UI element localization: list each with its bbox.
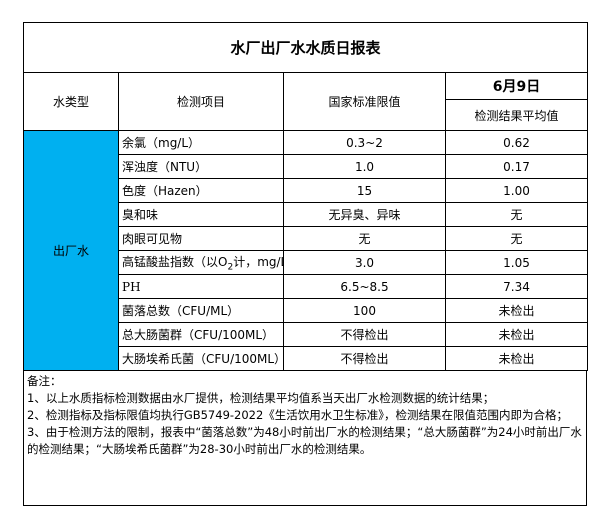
- result-cell: 无: [444, 202, 589, 227]
- table-row: 肉眼可见物 无 无: [24, 226, 589, 251]
- standard-cell: 不得检出: [283, 346, 446, 371]
- result-cell: 未检出: [444, 322, 589, 347]
- table-row: 菌落总数（CFU/ML） 100 未检出: [24, 298, 589, 323]
- table-row: PH 6.5~8.5 7.34: [24, 274, 589, 299]
- table-row: 大肠埃希氏菌（CFU/100ML） 不得检出 未检出: [24, 346, 589, 371]
- report-table: 水厂出厂水水质日报表 水类型 检测项目 国家标准限值 6月9日 检测结果平均值 …: [22, 22, 589, 371]
- item-cell: 总大肠菌群（CFU/100ML）: [118, 322, 284, 347]
- notes-heading: 备注：: [27, 374, 62, 388]
- header-standard: 国家标准限值: [283, 72, 446, 131]
- item-cell: 色度（Hazen）: [118, 178, 284, 203]
- result-cell: 7.34: [444, 274, 589, 299]
- item-cell: PH: [118, 274, 284, 299]
- standard-cell: 0.3~2: [283, 130, 446, 155]
- standard-cell: 1.0: [283, 154, 446, 179]
- item-text: 计，mg/L）: [233, 254, 282, 269]
- item-cell: 菌落总数（CFU/ML）: [118, 298, 284, 323]
- notes-section: 备注： 1、以上水质指标检测数据由水厂提供，检测结果平均值系当天出厂水检测数据的…: [23, 371, 587, 506]
- item-subscript: 2: [227, 262, 234, 273]
- standard-cell: 100: [283, 298, 446, 323]
- result-cell: 无: [444, 226, 589, 251]
- report-title: 水厂出厂水水质日报表: [22, 22, 589, 73]
- item-text: 高锰酸盐指数（以O: [122, 254, 228, 269]
- header-water-type: 水类型: [23, 72, 119, 131]
- header-result: 检测结果平均值: [444, 99, 589, 131]
- table-row: 色度（Hazen） 15 1.00: [24, 178, 589, 203]
- table-row: 高锰酸盐指数（以O2计，mg/L） 3.0 1.05: [24, 250, 589, 275]
- note-line: 2、检测指标及指标限值均执行GB5749-2022《生活饮用水卫生标准》，检测结…: [27, 408, 569, 422]
- standard-cell: 3.0: [283, 250, 446, 275]
- note-line: 1、以上水质指标检测数据由水厂提供，检测结果平均值系当天出厂水检测数据的统计结果…: [27, 391, 495, 405]
- header-date: 6月9日: [444, 72, 589, 100]
- result-cell: 0.17: [444, 154, 589, 179]
- table-row: 浑浊度（NTU） 1.0 0.17: [24, 154, 589, 179]
- table-row: 出厂水 余氯（mg/L） 0.3~2 0.62: [23, 130, 589, 371]
- result-cell: 0.62: [444, 130, 589, 155]
- result-cell: 1.00: [444, 178, 589, 203]
- standard-cell: 6.5~8.5: [283, 274, 446, 299]
- standard-cell: 无异臭、异味: [283, 202, 446, 227]
- standard-cell: 15: [283, 178, 446, 203]
- result-cell: 未检出: [444, 346, 589, 371]
- result-cell: 未检出: [444, 298, 589, 323]
- standard-cell: 无: [283, 226, 446, 251]
- item-cell: 肉眼可见物: [118, 226, 284, 251]
- water-quality-report: 水厂出厂水水质日报表 水类型 检测项目 国家标准限值 6月9日 检测结果平均值 …: [22, 22, 589, 506]
- item-cell: 大肠埃希氏菌（CFU/100ML）: [118, 346, 284, 371]
- standard-cell: 不得检出: [283, 322, 446, 347]
- table-row: 臭和味 无异臭、异味 无: [24, 202, 589, 227]
- item-cell: 高锰酸盐指数（以O2计，mg/L）: [118, 250, 284, 275]
- item-cell: 浑浊度（NTU）: [118, 154, 284, 179]
- water-type-cell: 出厂水: [23, 130, 119, 371]
- result-cell: 1.05: [444, 250, 589, 275]
- item-cell: 臭和味: [118, 202, 284, 227]
- header-item: 检测项目: [118, 72, 284, 131]
- item-cell: 余氯（mg/L）: [118, 130, 284, 155]
- note-line: 3、由于检测方法的限制，报表中“菌落总数”为48小时前出厂水的检测结果；“总大肠…: [27, 425, 582, 456]
